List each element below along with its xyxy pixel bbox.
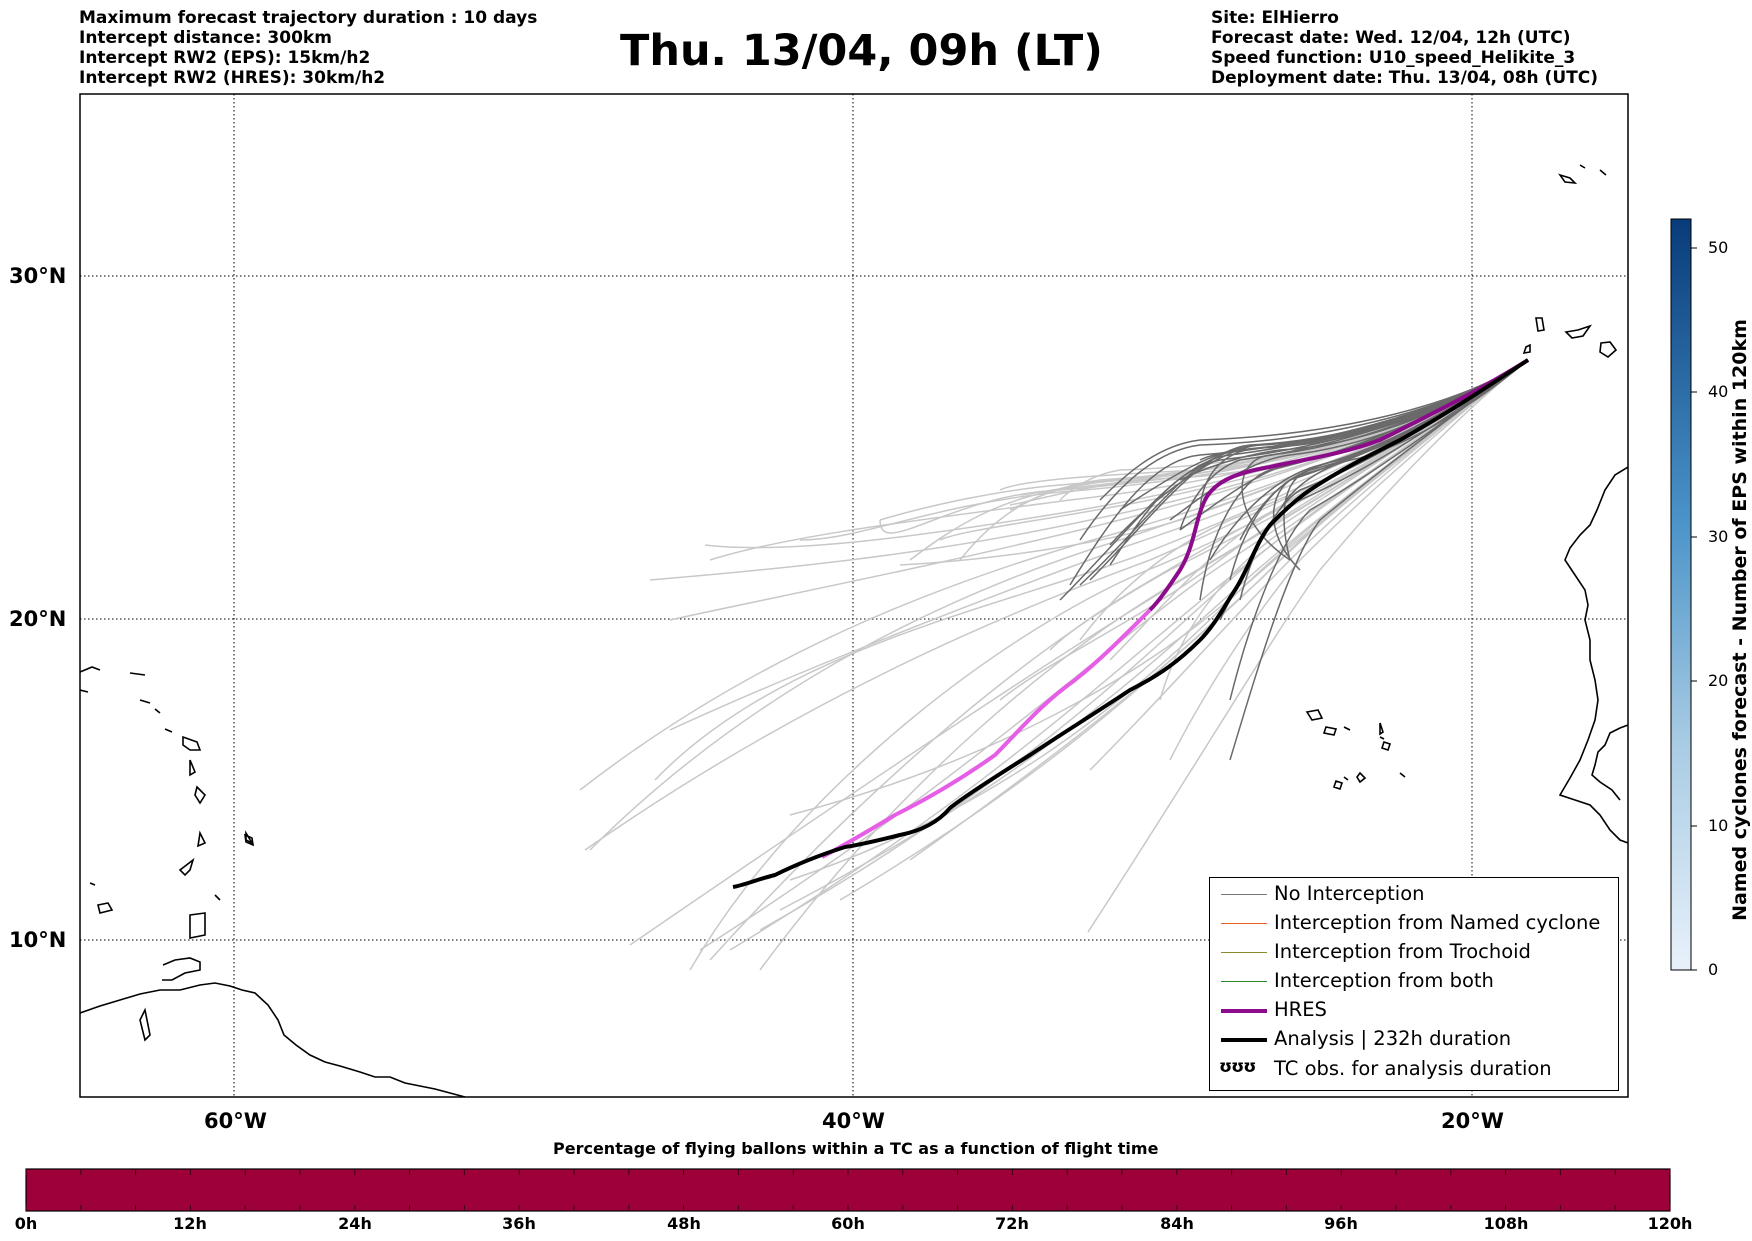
time-tick-108h: 108h xyxy=(1483,1214,1529,1233)
legend-swatch xyxy=(1221,923,1267,924)
legend-swatch xyxy=(1221,1038,1267,1042)
paria-coast xyxy=(162,957,201,981)
coastlines xyxy=(80,164,1628,1097)
header-left-line-2: Intercept distance: 300km xyxy=(79,28,332,48)
legend-swatch xyxy=(1221,894,1267,895)
time-tick-60h: 60h xyxy=(831,1214,865,1233)
canary-islands xyxy=(1522,317,1618,358)
lon-label-60w: 60°W xyxy=(204,1109,267,1133)
cape-verde-islands xyxy=(1305,709,1406,791)
time-tick-48h: 48h xyxy=(667,1214,701,1233)
antilles-islands xyxy=(80,666,255,1042)
legend-item-hres: HRES xyxy=(1210,998,1618,1024)
time-bar-ticks xyxy=(25,1169,1671,1211)
legend-item-trochoid: Interception from Trochoid xyxy=(1210,940,1618,966)
lat-label-10n: 10°N xyxy=(9,928,67,952)
colorbar-title: Named cyclones forecast - Number of EPS … xyxy=(1729,319,1751,921)
time-tick-120h: 120h xyxy=(1647,1214,1693,1233)
legend-label: Interception from both xyxy=(1274,969,1494,992)
legend-label: Interception from Trochoid xyxy=(1274,940,1531,963)
time-tick-0h: 0h xyxy=(14,1214,38,1233)
lat-label-30n: 30°N xyxy=(9,264,67,288)
legend-item-analysis: Analysis | 232h duration xyxy=(1210,1027,1618,1053)
time-tick-36h: 36h xyxy=(502,1214,536,1233)
legend-item-tc-obs: ʊʊʊ TC obs. for analysis duration xyxy=(1210,1057,1618,1083)
time-tick-84h: 84h xyxy=(1160,1214,1194,1233)
header-left-line-3: Intercept RW2 (EPS): 15km/h2 xyxy=(79,48,371,68)
western-sahara-coast xyxy=(1591,724,1628,801)
trinidad-island xyxy=(189,912,206,939)
legend-label: HRES xyxy=(1274,998,1327,1021)
legend-label: Analysis | 232h duration xyxy=(1274,1027,1512,1050)
legend-label: No Interception xyxy=(1274,882,1425,905)
header-right-line-4: Deployment date: Thu. 13/04, 08h (UTC) xyxy=(1211,68,1598,88)
time-tick-96h: 96h xyxy=(1324,1214,1358,1233)
legend-label: TC obs. for analysis duration xyxy=(1274,1057,1552,1080)
header-left-line-1: Maximum forecast trajectory duration : 1… xyxy=(79,8,538,28)
header-right-line-3: Speed function: U10_speed_Helikite_3 xyxy=(1211,48,1576,68)
legend-label: Interception from Named cyclone xyxy=(1274,911,1601,934)
hres-track-late xyxy=(821,608,1152,859)
colorbar-tick-50: 50 xyxy=(1708,238,1729,257)
tc-symbol-icon: ʊʊʊ xyxy=(1219,1057,1256,1077)
header-right-line-2: Forecast date: Wed. 12/04, 12h (UTC) xyxy=(1211,28,1571,48)
lat-label-20n: 20°N xyxy=(9,607,67,631)
colorbar-tick-40: 40 xyxy=(1708,382,1729,401)
lon-label-40w: 40°W xyxy=(822,1109,885,1133)
map-gridlines xyxy=(80,94,1628,1097)
header-info-right: Site: ElHierro Forecast date: Wed. 12/04… xyxy=(1211,8,1598,88)
header-right-line-1: Site: ElHierro xyxy=(1211,8,1339,28)
lon-label-20w: 20°W xyxy=(1441,1109,1504,1133)
time-tick-24h: 24h xyxy=(338,1214,372,1233)
header-info-left: Maximum forecast trajectory duration : 1… xyxy=(79,8,537,88)
colorbar-tick-30: 30 xyxy=(1708,527,1729,546)
time-tick-72h: 72h xyxy=(995,1214,1029,1233)
colorbar-gradient xyxy=(1670,218,1692,971)
time-bar-title: Percentage of flying ballons within a TC… xyxy=(553,1139,1159,1158)
colorbar-ticks xyxy=(1691,247,1697,971)
south-america-coast xyxy=(80,982,466,1097)
legend-item-no-interception: No Interception xyxy=(1210,882,1618,908)
africa-coast xyxy=(1558,466,1628,844)
colorbar-tick-20: 20 xyxy=(1708,671,1729,690)
time-bar-fill xyxy=(25,1168,1671,1212)
barbados-island xyxy=(244,833,254,847)
colorbar-tick-0: 0 xyxy=(1708,960,1719,979)
legend-item-both: Interception from both xyxy=(1210,969,1618,995)
map-frame xyxy=(79,93,1629,1098)
header-left-line-4: Intercept RW2 (HRES): 30km/h2 xyxy=(79,68,386,88)
legend-item-named-cyclone: Interception from Named cyclone xyxy=(1210,911,1618,937)
legend: No Interception Interception from Named … xyxy=(1209,877,1619,1091)
legend-swatch xyxy=(1221,1009,1267,1013)
analysis-track xyxy=(732,358,1530,889)
madeira-islands xyxy=(1557,164,1607,185)
time-tick-12h: 12h xyxy=(173,1214,207,1233)
page-title: Thu. 13/04, 09h (LT) xyxy=(620,26,1103,76)
colorbar-tick-10: 10 xyxy=(1708,816,1729,835)
legend-swatch xyxy=(1221,981,1267,982)
hres-track-early xyxy=(1148,358,1530,612)
legend-swatch xyxy=(1221,952,1267,953)
